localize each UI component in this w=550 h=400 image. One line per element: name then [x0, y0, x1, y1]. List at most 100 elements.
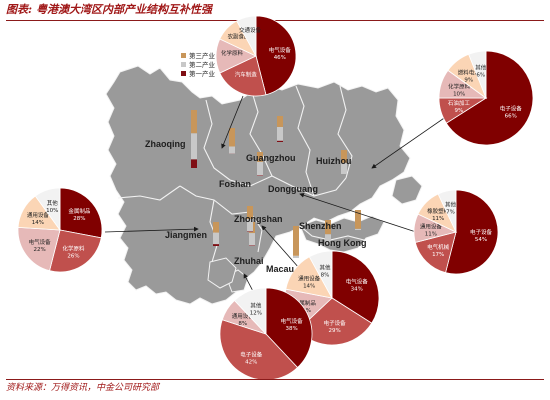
bar-segment-zhuhai-tertiary: [247, 206, 253, 219]
pie-label-guangzhou-pie-1: 汽车制造: [235, 71, 258, 79]
bar-segment-zhaoqing-tertiary: [191, 110, 197, 134]
pie-pct-dongguan-pie-0: 54%: [475, 237, 487, 243]
pie-pct-zhuhai-pie-0: 38%: [286, 326, 298, 332]
pie-slice-dongguan-pie-0: [445, 189, 499, 275]
pie-label-jiangmen-pie-0: 金属制品: [68, 207, 91, 215]
bar-segment-hongkong-tertiary: [293, 226, 299, 256]
pie-slice-jiangmen-pie-0: [59, 187, 103, 239]
pie-label-zhuhai-pie-2: 通用设备: [232, 312, 255, 320]
pie-label-huizhou-pie-3: 燃料电池: [458, 69, 481, 77]
pie-label-jiangmen-pie-3: 通用设备: [27, 211, 50, 219]
border-line: [117, 185, 181, 201]
pie-pct-huizhou-pie-3: 9%: [464, 78, 473, 84]
pie-slice-zhuhai-pie-1: [219, 319, 299, 381]
legend-swatch-secondary: [181, 62, 186, 67]
pie-label-zhongshan-pie-3: 通用设备: [298, 274, 321, 282]
pie-label-huizhou-pie-1: 石油加工: [448, 99, 471, 107]
bar-segment-foshan-tertiary: [257, 152, 263, 162]
pie-pct-jiangmen-pie-0: 28%: [73, 216, 85, 222]
city-label-dongguang: Dongguang: [268, 184, 318, 194]
pie-label-dongguan-pie-2: 通用设备: [420, 223, 443, 231]
pie-pct-dongguan-pie-1: 17%: [432, 252, 444, 258]
pie-slice-jiangmen-pie-2: [17, 226, 61, 272]
bar-segment-shenzhen-tertiary: [325, 220, 331, 235]
pie-pct-zhongshan-pie-4: 8%: [321, 273, 330, 279]
pie-pct-dongguan-pie-3: 11%: [432, 216, 444, 222]
bar-segment-guangzhou-tertiary: [229, 128, 235, 147]
pie-slice-huizhou-pie-0: [445, 50, 534, 146]
arrow-dongguan: [299, 192, 417, 233]
figure-source-text: 资料来源：万得资讯，中金公司研究部: [6, 383, 160, 393]
pie-label-zhongshan-pie-4: 其他: [319, 264, 331, 272]
bar-segment-hongkong-secondary: [293, 255, 299, 258]
bar-segment-foshan-secondary: [257, 161, 263, 176]
pie-label-guangzhou-pie-0: 电气设备: [269, 46, 292, 54]
pie-label-huizhou-pie-4: 其他: [475, 63, 487, 71]
industry-pies: 电气设备46%汽车制造化学原料农副食品交通设备电子设备66%石油加工9%化学原料…: [17, 15, 534, 381]
pie-pct-huizhou-pie-2: 10%: [453, 91, 465, 97]
arrow-guangzhou: [221, 95, 244, 149]
city-label-foshan: Foshan: [219, 179, 251, 189]
bar-segment-huizhou-secondary: [277, 126, 283, 141]
pie-slice-guangzhou-pie-1: [219, 55, 267, 97]
pie-pct-zhongshan-pie-3: 14%: [303, 283, 315, 289]
pie-pct-zhongshan-pie-0: 34%: [351, 286, 363, 292]
border-line: [295, 85, 315, 197]
bar-segment-zhuhai-primary: [247, 231, 253, 232]
city-label-huizhou: Huizhou: [316, 156, 352, 166]
pie-label-dongguan-pie-1: 电气机械: [427, 243, 450, 251]
pie-pct-guangzhou-pie-0: 46%: [274, 55, 286, 61]
border-line: [229, 175, 347, 197]
legend-label-primary: 第一产业: [189, 69, 216, 78]
land-east-coast: [391, 175, 423, 205]
pie-pct-huizhou-pie-4: 6%: [476, 72, 485, 78]
figure-source: 资料来源：万得资讯，中金公司研究部: [6, 379, 544, 398]
pie-slice-zhuhai-pie-0: [265, 287, 313, 369]
pie-pct-dongguan-pie-4: 7%: [446, 209, 455, 215]
legend-label-secondary: 第二产业: [189, 60, 216, 69]
pie-pct-jiangmen-pie-2: 22%: [33, 247, 45, 253]
city-label-zhaoqing: Zhaoqing: [145, 139, 186, 149]
city-label-zhongshan: Zhongshan: [234, 214, 283, 224]
pie-label-guangzhou-pie-3: 农副食品: [227, 33, 250, 41]
bar-segment-zhaoqing-secondary: [191, 133, 197, 160]
pie-slice-jiangmen-pie-1: [49, 229, 102, 273]
sector-legend: 第三产业 第二产业 第一产业: [181, 51, 216, 78]
pie-pct-dongguan-pie-2: 11%: [425, 232, 437, 238]
pie-label-guangzhou-pie-2: 化学原料: [221, 49, 244, 57]
city-label-hongkong: Hong Kong: [318, 238, 367, 248]
bar-segment-dongguang-tertiary: [341, 150, 347, 163]
legend-swatch-tertiary: [181, 53, 186, 58]
pie-pct-zhuhai-pie-2: 8%: [238, 321, 247, 327]
city-label-macau: Macau: [266, 264, 294, 274]
city-label-jiangmen: Jiangmen: [165, 230, 207, 240]
pie-pct-huizhou-pie-1: 9%: [455, 108, 464, 114]
pie-slice-dongguan-pie-4: [437, 189, 457, 233]
pie-label-dongguan-pie-3: 橡胶塑料: [427, 207, 450, 215]
bar-segment-zhaoqing-primary: [191, 159, 197, 168]
land-zhuhai: [207, 257, 237, 289]
bar-segment-jiangmen-primary: [213, 244, 219, 246]
pie-pct-zhuhai-pie-3: 12%: [250, 310, 262, 316]
pie-pct-jiangmen-pie-4: 10%: [46, 208, 58, 214]
pie-label-zhongshan-pie-2: 金属制品: [294, 299, 317, 307]
pie-pct-zhongshan-pie-1: 29%: [329, 328, 341, 334]
bar-segment-huizhou-primary: [277, 140, 283, 142]
city-label-shenzhen: Shenzhen: [299, 221, 342, 231]
pie-pct-jiangmen-pie-3: 14%: [32, 220, 44, 226]
legend-label-tertiary: 第三产业: [189, 51, 216, 60]
pie-slice-huizhou-pie-4: [468, 50, 487, 99]
pie-pct-huizhou-pie-0: 66%: [505, 114, 517, 120]
pie-label-dongguan-pie-0: 电子设备: [470, 228, 493, 236]
pie-label-zhongshan-pie-0: 电气设备: [346, 277, 369, 285]
bar-segment-guangzhou-secondary: [229, 146, 235, 154]
city-label-zhuhai: Zhuhai: [234, 256, 264, 266]
bar-segment-dongguang-secondary: [341, 162, 347, 174]
figure-title-prefix: 图表:: [6, 3, 33, 16]
pie-label-jiangmen-pie-2: 电气设备: [29, 238, 52, 246]
